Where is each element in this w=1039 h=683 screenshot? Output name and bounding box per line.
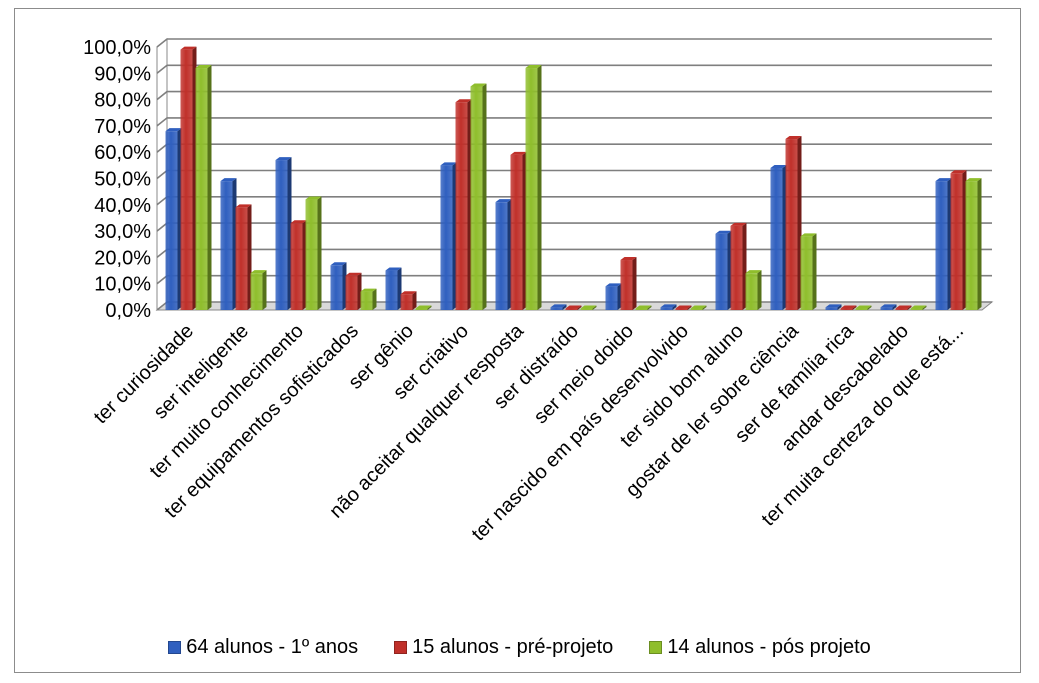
bar — [745, 270, 762, 310]
y-tick-label: 20,0% — [94, 247, 151, 269]
gridline — [156, 90, 992, 101]
bar — [730, 222, 747, 310]
legend-swatch — [168, 641, 182, 654]
bar — [935, 178, 952, 310]
y-tick-label: 60,0% — [94, 142, 151, 164]
y-tick-label: 50,0% — [94, 169, 151, 191]
legend-label: 64 alunos - 1º anos — [186, 636, 359, 658]
gridline — [156, 64, 992, 74]
bar — [455, 99, 472, 310]
y-tick-label: 90,0% — [94, 63, 151, 85]
bar — [330, 262, 347, 310]
y-axis-ticks: 0,0% 10,0% 20,0% 30,0% 40,0% 50,0% 60,0% 70,0% 8… — [83, 37, 151, 322]
bar — [165, 128, 182, 310]
bar — [440, 162, 457, 310]
x-tick-label: ser meio doido — [530, 320, 638, 428]
bar — [880, 304, 897, 310]
legend-item: 15 alunos - pré-projeto — [394, 636, 613, 659]
bar — [360, 288, 377, 310]
y-tick-label: 30,0% — [94, 221, 151, 243]
y-tick-label: 10,0% — [94, 274, 151, 296]
gridline — [156, 117, 992, 127]
bar — [195, 65, 212, 310]
y-tick-label: 100,0% — [83, 37, 151, 59]
bar — [235, 204, 252, 310]
legend-item: 14 alunos - pós projeto — [649, 636, 871, 659]
legend-swatch — [649, 641, 663, 654]
bar — [855, 305, 872, 310]
legend-item: 64 alunos - 1º anos — [168, 636, 358, 659]
bar — [605, 283, 622, 310]
legend-label: 14 alunos - pós projeto — [667, 636, 871, 658]
bar — [180, 46, 197, 310]
legend: 64 alunos - 1º anos 15 alunos - pré-proje… — [0, 636, 1039, 660]
legend-swatch — [394, 641, 408, 654]
bar — [290, 220, 307, 310]
bar — [385, 267, 402, 310]
bar — [525, 65, 542, 310]
x-tick-label: ser inteligente — [149, 320, 253, 424]
bar — [690, 305, 707, 310]
bar — [275, 157, 292, 310]
bar — [620, 257, 637, 310]
bar — [785, 136, 802, 310]
bar — [510, 151, 527, 310]
bar — [660, 304, 677, 310]
bar — [400, 291, 417, 310]
bar — [495, 199, 512, 310]
bar — [965, 178, 982, 310]
bar — [580, 305, 597, 310]
bar — [565, 305, 582, 310]
y-tick-label: 0,0% — [105, 300, 151, 322]
bar — [220, 178, 237, 310]
bar — [635, 305, 652, 310]
bar — [910, 305, 927, 310]
bar — [770, 164, 787, 310]
bar — [305, 196, 322, 310]
gridline — [156, 143, 992, 153]
bar — [825, 304, 842, 310]
y-tick-label: 80,0% — [94, 90, 151, 112]
bar — [415, 305, 432, 310]
gridline — [156, 38, 992, 48]
bar — [840, 305, 857, 310]
bar — [250, 270, 267, 310]
y-tick-label: 40,0% — [94, 195, 151, 217]
bar — [345, 272, 362, 310]
x-tick-label: ter muita certeza do que está... — [758, 320, 969, 531]
bar — [550, 304, 567, 310]
bar — [800, 233, 817, 310]
bar — [895, 305, 912, 310]
bar — [950, 170, 967, 310]
x-tick-label: ter curiosidade — [90, 320, 198, 428]
bar — [470, 83, 487, 310]
bar — [715, 230, 732, 310]
y-tick-label: 70,0% — [94, 116, 151, 138]
legend-label: 15 alunos - pré-projeto — [412, 636, 614, 658]
bars — [165, 46, 982, 310]
bar — [675, 305, 692, 310]
